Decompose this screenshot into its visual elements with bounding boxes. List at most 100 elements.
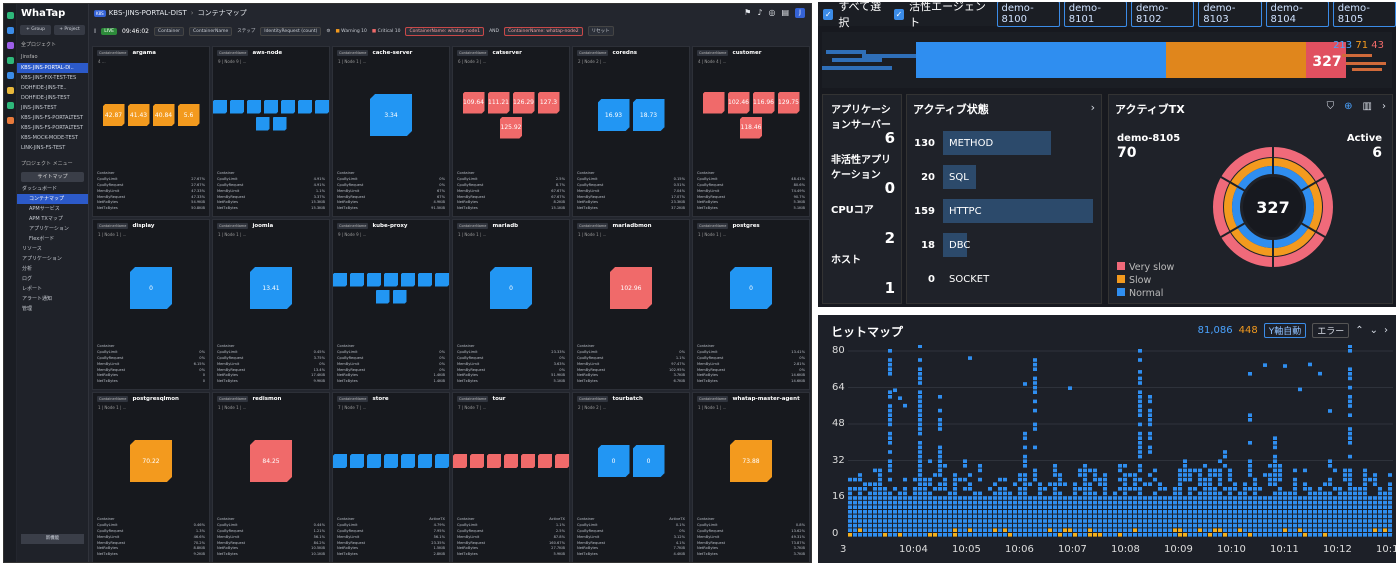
active-state-row[interactable]: 20 SQL <box>911 165 1101 189</box>
agent-chip[interactable]: demo-8105 <box>1332 2 1396 27</box>
dashboard-icon[interactable] <box>6 12 14 19</box>
container-box[interactable] <box>230 99 244 114</box>
server-icon[interactable] <box>6 27 14 34</box>
cloud-icon[interactable] <box>6 72 14 79</box>
sidebar-menu-item[interactable]: ログ <box>22 276 33 282</box>
sidebar-menu-item[interactable]: アラート通知 <box>22 296 53 302</box>
container-box[interactable]: 116.96 <box>752 91 775 114</box>
bell-icon[interactable]: ♪ <box>757 8 763 17</box>
card-title[interactable]: tour <box>492 396 506 402</box>
container-box[interactable] <box>247 99 261 114</box>
container-box[interactable]: 102.46 <box>727 91 750 114</box>
db-icon[interactable] <box>6 42 14 49</box>
container-box[interactable] <box>350 272 364 287</box>
container-card[interactable]: ContainerName postgresqlmon 1 | Node 1 | .… <box>92 392 210 562</box>
alert-icon[interactable] <box>6 117 14 124</box>
chevron-up-icon[interactable]: ⌃ <box>1355 325 1364 336</box>
sidebar-menu-item[interactable]: ダッシュボード <box>22 186 58 192</box>
sidebar-menu-item[interactable]: リソース <box>22 246 42 252</box>
filter-chip-2[interactable]: ContainerName: whatap-node2 <box>504 26 583 36</box>
active-state-row[interactable]: 130 METHOD <box>911 131 1101 155</box>
container-box[interactable] <box>435 272 449 287</box>
folder-item[interactable]: Jinsfao <box>21 54 38 60</box>
all-projects[interactable]: 全プロジェクト <box>21 42 57 48</box>
container-box[interactable]: 70.22 <box>130 440 172 482</box>
container-select[interactable]: Container <box>153 26 184 36</box>
container-box[interactable] <box>350 454 364 468</box>
container-box[interactable] <box>375 289 390 304</box>
chevron-down-icon[interactable]: ⌄ <box>1369 325 1378 336</box>
container-card[interactable]: ContainerName tour 7 | Node 7 | ... Contain… <box>452 392 570 562</box>
sidebar-menu-item[interactable]: コンテナマップ <box>17 194 88 204</box>
card-title[interactable]: mariadbmon <box>612 223 652 229</box>
pause-icon[interactable]: ∥ <box>94 28 97 34</box>
browser-icon[interactable] <box>6 102 14 109</box>
container-box[interactable]: 84.25 <box>250 440 292 482</box>
container-box[interactable] <box>504 454 518 468</box>
agent-chip[interactable]: demo-8103 <box>1198 2 1262 27</box>
container-box[interactable] <box>418 454 432 468</box>
card-title[interactable]: postgresqlmon <box>132 396 179 402</box>
sidebar-project-item[interactable]: DOHFIDE-JINS-TEST <box>21 95 70 101</box>
container-box[interactable] <box>298 99 312 114</box>
container-box[interactable]: 5.6 <box>177 104 200 126</box>
sidebar-project-item[interactable]: KBS-JINS-FIX-TEST-TES <box>21 75 77 81</box>
container-box[interactable] <box>555 454 569 468</box>
container-box[interactable]: 40.84 <box>152 104 175 126</box>
container-card[interactable]: ContainerName mariadb 1 | Node 1 | ... 0 Con… <box>452 219 570 390</box>
reset-button[interactable]: リセット <box>587 26 614 36</box>
whats-new-button[interactable]: 新機能 <box>21 534 84 544</box>
metric-select[interactable]: IdentityRequest (count) <box>260 26 322 36</box>
containername-select[interactable]: ContainerName <box>188 26 233 36</box>
container-box[interactable]: 42.87 <box>102 104 125 126</box>
container-box[interactable]: 3.34 <box>370 94 412 136</box>
container-box[interactable]: 0 <box>130 267 172 309</box>
whatap-logo[interactable]: WhaTap <box>17 4 88 22</box>
sidebar-menu-item[interactable]: 分析 <box>22 266 33 272</box>
add-group-button[interactable]: + Group <box>20 25 51 35</box>
container-box[interactable]: 111.21 <box>487 91 510 114</box>
card-title[interactable]: postgres <box>732 223 760 229</box>
container-box[interactable] <box>521 454 535 468</box>
sidebar-project-item[interactable]: KBS-JINS-FS-PORTALTEST <box>21 125 83 131</box>
container-box[interactable]: 16.93 <box>597 99 630 131</box>
container-box[interactable] <box>367 454 381 468</box>
sidebar-project-item[interactable]: LINK-JINS-FS-TEST <box>21 145 66 151</box>
card-title[interactable]: cache-server <box>372 50 413 56</box>
container-box[interactable] <box>487 454 501 468</box>
container-box[interactable]: 109.64 <box>462 91 485 114</box>
container-box[interactable] <box>315 99 329 114</box>
container-box[interactable]: 129.75 <box>777 91 800 114</box>
chevron-right-icon[interactable]: › <box>1090 101 1095 114</box>
container-box[interactable] <box>453 454 467 468</box>
container-card[interactable]: ContainerName catserver 6 | Node 3 | ... 10… <box>452 46 570 217</box>
card-title[interactable]: coredns <box>612 50 638 56</box>
user-avatar[interactable]: J <box>795 8 805 18</box>
container-card[interactable]: ContainerName mariadbmon 1 | Node 1 | ... 1… <box>572 219 690 390</box>
card-title[interactable]: whatap-master-agent <box>732 396 800 402</box>
chevron-right-icon[interactable]: › <box>1382 101 1386 112</box>
container-card[interactable]: ContainerName display 1 | Node 1 | ... 0 Con… <box>92 219 210 390</box>
card-title[interactable]: customer <box>732 50 762 56</box>
filter-chip-1[interactable]: ContainerName: whatap-node1 <box>405 26 485 36</box>
container-box[interactable] <box>702 91 725 114</box>
container-card[interactable]: ContainerName redismon 1 | Node 1 | ... 84.… <box>212 392 330 562</box>
sidebar-project-item[interactable]: KBS-JINS-FS-PORTALTEST <box>21 115 83 121</box>
container-card[interactable]: ContainerName joomla 1 | Node 1 | ... 13.41… <box>212 219 330 390</box>
container-box[interactable]: 73.88 <box>730 440 772 482</box>
live-badge[interactable]: LIVE <box>101 27 118 35</box>
notification-icon[interactable]: ◎ <box>768 8 776 17</box>
container-box[interactable]: 125.92 <box>500 116 522 139</box>
agent-chip[interactable]: demo-8101 <box>1063 2 1128 27</box>
doc-icon[interactable]: ▤ <box>781 8 789 17</box>
container-box[interactable]: 126.29 <box>512 91 535 114</box>
active-agents-checkbox[interactable]: ✓ <box>893 8 905 20</box>
container-box[interactable] <box>272 116 287 131</box>
container-box[interactable]: 13.41 <box>250 267 292 309</box>
heatmap-chart[interactable] <box>848 345 1393 545</box>
project-name[interactable]: KBS-JINS-PORTAL-DIST <box>108 9 187 17</box>
card-title[interactable]: argama <box>132 50 156 56</box>
container-card[interactable]: ContainerName postgres 1 | Node 1 | ... 0 Co… <box>692 219 810 390</box>
chart-icon[interactable]: ▥ <box>1362 101 1372 112</box>
error-button[interactable]: エラー <box>1312 323 1350 338</box>
